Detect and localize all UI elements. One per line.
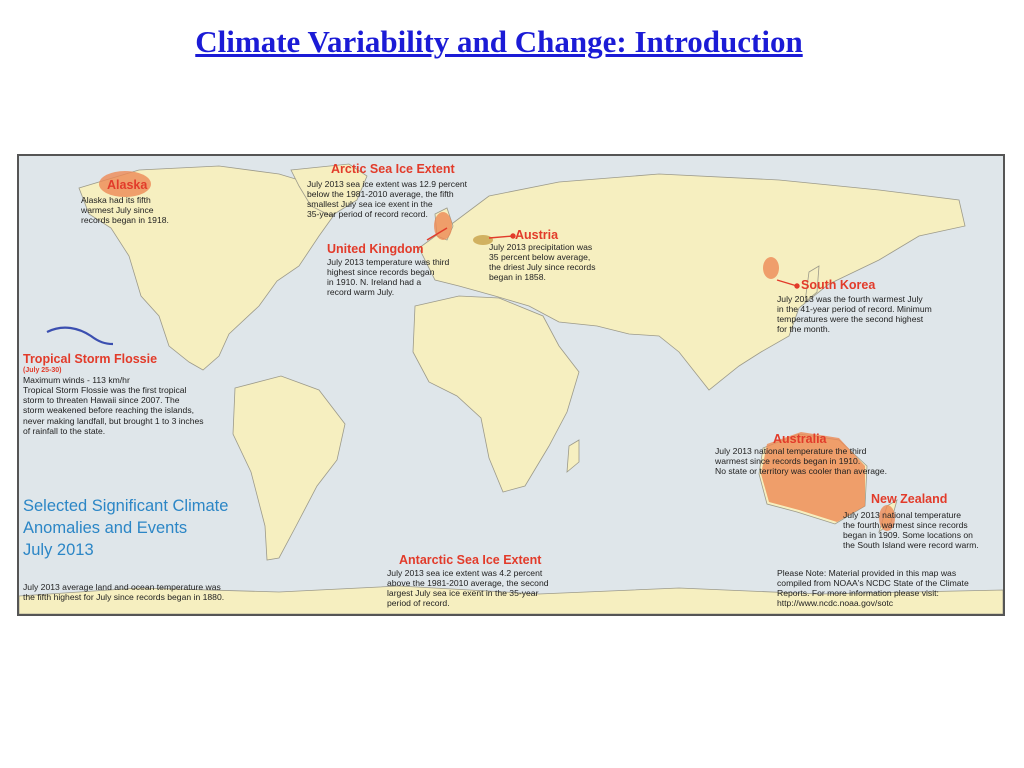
- antarctic-title: Antarctic Sea Ice Extent: [399, 553, 542, 567]
- alaska-body: Alaska had its fifth warmest July since …: [81, 195, 169, 226]
- flossie-dates: (July 25-30): [23, 366, 62, 374]
- climate-anomalies-map: Alaska Alaska had its fifth warmest July…: [17, 154, 1005, 616]
- world-map-graphic: [19, 163, 1003, 614]
- flossie-title: Tropical Storm Flossie: [23, 352, 158, 366]
- map-heading: Selected Significant Climate Anomalies a…: [23, 496, 228, 562]
- pointer-uk: [426, 227, 448, 241]
- new-zealand-body: July 2013 national temperature the fourt…: [843, 510, 979, 551]
- landmass-africa: [412, 295, 580, 493]
- landmass-eurasia: [418, 173, 966, 391]
- south-korea-title: South Korea: [801, 278, 876, 292]
- annotation-austria: Austria: [515, 228, 558, 243]
- pointer-austria: [488, 235, 514, 239]
- australia-title: Australia: [773, 432, 827, 446]
- annotation-australia-body: July 2013 national temperature the third…: [715, 446, 887, 476]
- flossie-body: Maximum winds - 113 km/hr Tropical Storm…: [23, 375, 204, 436]
- annotation-antarctic-body: July 2013 sea ice extent was 4.2 percent…: [387, 568, 549, 609]
- new-zealand-title: New Zealand: [871, 492, 948, 506]
- south-korea-body: July 2013 was the fourth warmest July in…: [777, 294, 932, 335]
- annotation-arctic: Arctic Sea Ice Extent: [331, 162, 455, 177]
- anomaly-south-korea: [763, 257, 779, 279]
- annotation-arctic-body: July 2013 sea ice extent was 12.9 percen…: [307, 179, 467, 220]
- anomaly-new-zealand: [879, 505, 895, 531]
- annotation-south-korea: South Korea: [801, 278, 875, 293]
- landmass-antarctica: [19, 585, 1003, 614]
- pointer-south-korea-dot: [794, 283, 800, 289]
- alaska-title: Alaska: [107, 178, 148, 192]
- summary-body: July 2013 average land and ocean tempera…: [23, 582, 225, 603]
- austria-body: July 2013 precipitation was 35 percent b…: [489, 242, 596, 283]
- map-heading-line3: July 2013: [23, 540, 94, 559]
- annotation-australia: Australia: [773, 432, 827, 447]
- arctic-body: July 2013 sea ice extent was 12.9 percen…: [307, 179, 468, 220]
- antarctic-body: July 2013 sea ice extent was 4.2 percent…: [387, 568, 549, 609]
- uk-body: July 2013 temperature was third highest …: [327, 256, 450, 298]
- annotation-uk: United Kingdom July 2013 temperature was…: [327, 242, 449, 297]
- landmass-japan: [804, 265, 820, 303]
- arctic-title: Arctic Sea Ice Extent: [331, 162, 455, 176]
- pointer-austria-dot: [510, 233, 516, 239]
- annotation-alaska: Alaska: [107, 178, 147, 193]
- annotation-summary: July 2013 average land and ocean tempera…: [23, 582, 224, 602]
- annotation-alaska-body: Alaska had its fifth warmest July since …: [81, 195, 169, 225]
- pointer-south-korea: [776, 279, 798, 287]
- annotation-south-korea-body: July 2013 was the fourth warmest July in…: [777, 294, 932, 335]
- landmass-madagascar: [566, 439, 580, 473]
- australia-body: July 2013 national temperature the third…: [715, 446, 887, 477]
- map-heading-line1: Selected Significant Climate: [23, 497, 229, 515]
- landmass-south-america: [232, 375, 346, 561]
- flossie-storm-track: [46, 326, 114, 346]
- annotation-flossie: Tropical Storm Flossie (July 25-30) Maxi…: [23, 352, 204, 436]
- map-heading-line2: Anomalies and Events: [23, 518, 188, 537]
- slide-title: Climate Variability and Change: Introduc…: [195, 24, 803, 59]
- anomaly-australia: [761, 432, 865, 522]
- annotation-new-zealand: New Zealand: [871, 492, 947, 507]
- annotation-note: Please Note: Material provided in this m…: [777, 568, 969, 609]
- anomaly-austria: [473, 235, 493, 245]
- uk-title: United Kingdom: [327, 242, 424, 256]
- annotation-new-zealand-body: July 2013 national temperature the fourt…: [843, 510, 979, 551]
- austria-title: Austria: [515, 228, 559, 242]
- anomaly-alaska: [99, 171, 151, 197]
- note-body: Please Note: Material provided in this m…: [777, 568, 969, 609]
- annotation-antarctic: Antarctic Sea Ice Extent: [399, 553, 541, 568]
- landmass-greenland: [290, 163, 368, 217]
- annotation-austria-body: July 2013 precipitation was 35 percent b…: [489, 242, 596, 283]
